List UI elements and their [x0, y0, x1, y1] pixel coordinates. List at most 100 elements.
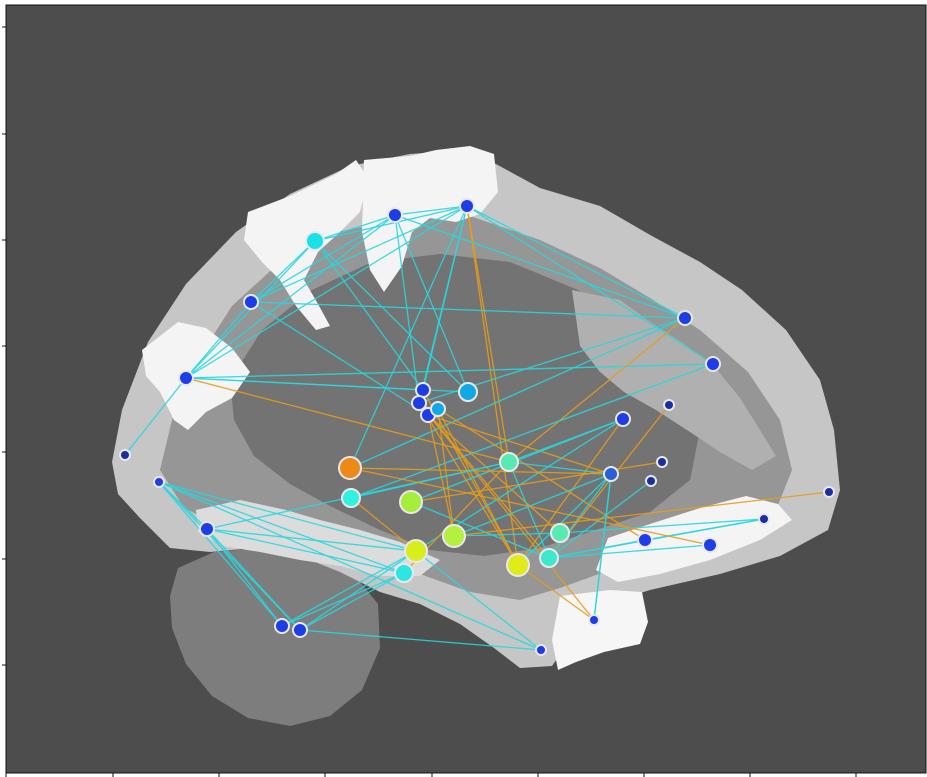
- edge-n2-n13: [394, 214, 469, 393]
- edge-n28-n31: [548, 544, 711, 559]
- edge-n1-n8: [466, 205, 714, 365]
- edge-n2-n5: [185, 214, 396, 379]
- parietal-gyrus: [572, 290, 776, 470]
- edge-n17-n18: [508, 461, 612, 475]
- node-n28: [539, 548, 559, 568]
- edge-n26-n36: [206, 528, 301, 631]
- edge-n12-n24: [437, 408, 455, 537]
- edge-n26-n35: [206, 528, 283, 627]
- node-n18: [603, 466, 619, 482]
- edge-n5-n6: [124, 377, 187, 456]
- edge-n21-n34: [158, 481, 405, 574]
- node-n14: [615, 411, 631, 427]
- left-axis-ticks: [2, 26, 6, 666]
- node-n17: [499, 452, 519, 472]
- edge-n3-n9: [314, 240, 424, 391]
- node-n1: [459, 198, 475, 214]
- node-n25: [550, 523, 570, 543]
- edge-n18-n24: [453, 473, 612, 537]
- node-n15: [663, 399, 675, 411]
- node-n33: [823, 486, 835, 498]
- cortex-temporal: [596, 496, 792, 582]
- node-n10: [411, 395, 427, 411]
- node-n13: [458, 382, 478, 402]
- edge-n29-n10: [418, 402, 519, 566]
- edge-n18-n28: [548, 473, 612, 559]
- edge-n18-n29: [517, 473, 612, 566]
- node-n36: [292, 622, 308, 638]
- edge-n34-n36: [299, 572, 405, 631]
- node-n9: [415, 382, 431, 398]
- node-n32: [758, 513, 770, 525]
- edge-n3-n4: [250, 240, 316, 303]
- node-n27: [404, 539, 428, 563]
- node-n6: [119, 449, 131, 461]
- cerebellum-region: [170, 548, 380, 726]
- node-n12: [430, 401, 446, 417]
- edge-n10-n37: [418, 402, 595, 621]
- node-n23: [399, 490, 423, 514]
- node-n19: [656, 456, 668, 468]
- edge-n29-n37: [517, 564, 595, 621]
- node-n34: [394, 563, 414, 583]
- edge-n8-n22: [350, 363, 714, 499]
- edge-n12-n29: [437, 408, 519, 566]
- node-n2: [387, 207, 403, 223]
- edge-n21-n38: [158, 481, 542, 651]
- node-n26: [199, 521, 215, 537]
- edge-n7-n17: [508, 317, 686, 463]
- edge-n11-n25: [427, 414, 561, 534]
- edge-n1-n17: [466, 205, 510, 463]
- edge-n16-n18: [349, 467, 612, 475]
- node-n22: [341, 488, 361, 508]
- brainstem-region: [552, 590, 648, 670]
- edge-n1-n29: [466, 205, 519, 566]
- node-n5: [178, 370, 194, 386]
- edge-n27-n35: [281, 550, 417, 627]
- edge-n1-n5: [185, 205, 468, 379]
- edge-n27-n36: [299, 550, 417, 631]
- edge-n22-n27: [350, 497, 417, 552]
- edge-n2-n3: [314, 214, 396, 242]
- edge-n14-n29: [517, 418, 624, 566]
- node-n37: [588, 614, 600, 626]
- edge-n4-n5: [185, 301, 252, 379]
- node-n31: [702, 537, 718, 553]
- node-n16: [338, 456, 362, 480]
- edge-n36-n38: [299, 629, 542, 651]
- edge-n34-n35: [281, 572, 405, 627]
- edge-n4-n11: [250, 301, 429, 416]
- edge-n1-n10: [418, 205, 468, 404]
- node-n38: [535, 644, 547, 656]
- edge-n1-n4: [250, 205, 468, 303]
- node-n30: [637, 532, 653, 548]
- edge-n37-n18: [593, 473, 612, 621]
- edge-n27-n38: [415, 550, 542, 651]
- node-n35: [274, 618, 290, 634]
- edge-n24-n25: [453, 532, 561, 537]
- node-n7: [677, 310, 693, 326]
- edge-n4-n7: [250, 301, 686, 319]
- edge-n1-n2: [394, 205, 468, 216]
- edge-n1-n16: [349, 205, 468, 469]
- edge-n19-n23: [410, 461, 663, 503]
- edge-n21-n35: [158, 481, 283, 627]
- node-n20: [645, 475, 657, 487]
- node-n21: [153, 476, 165, 488]
- edge-n2-n7: [394, 214, 686, 319]
- edge-n26-n27: [206, 528, 417, 552]
- node-n3: [305, 231, 325, 251]
- edge-n21-n27: [158, 481, 417, 552]
- node-n8: [705, 356, 721, 372]
- edge-n7-n16: [349, 317, 686, 469]
- node-n24: [442, 524, 466, 548]
- edge-n26-n34: [206, 528, 405, 574]
- edge-n23-n28: [410, 501, 550, 559]
- edge-n1-n7: [466, 205, 686, 319]
- edge-n2-n4: [250, 214, 396, 303]
- edge-n25-n32: [559, 518, 765, 534]
- node-n29: [506, 553, 530, 577]
- edge-n24-n33: [453, 491, 830, 537]
